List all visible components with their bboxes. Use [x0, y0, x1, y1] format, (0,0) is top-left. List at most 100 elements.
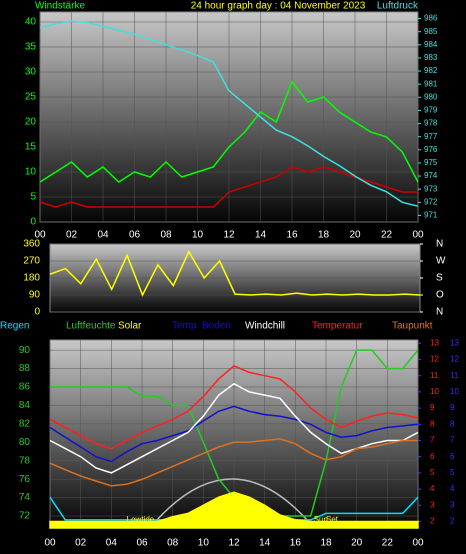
series-line [49, 405, 419, 463]
y-tick-label: 80 [19, 437, 31, 448]
x-tick-label: 04 [106, 538, 118, 549]
y2-tick-label: 7 [430, 436, 435, 445]
y2-tick-label: N [436, 239, 443, 250]
x-tick-label: 00 [34, 230, 46, 241]
y-tick-label: 10 [25, 167, 37, 178]
y-tick-label: 40 [25, 17, 37, 28]
y-tick-label: 84 [19, 400, 31, 411]
x-tick-label: 00 [44, 538, 56, 549]
x-tick-label: 22 [382, 538, 394, 549]
y2-tick-label: 971 [424, 211, 438, 220]
y-tick-label: 88 [19, 363, 31, 374]
legend-entry: Windstärke [35, 1, 85, 12]
y3-tick-label: 6 [450, 452, 455, 461]
x-tick-label: 00 [412, 230, 424, 241]
y2-tick-label: 981 [424, 79, 438, 88]
x-tick-label: 06 [129, 230, 141, 241]
y2-tick-label: 4 [430, 484, 435, 493]
y2-tick-label: 977 [424, 132, 438, 141]
legend-entry: Luftdruck [377, 1, 419, 12]
y-tick-label: 78 [19, 455, 31, 466]
y2-tick-label: 6 [430, 452, 435, 461]
y2-tick-label: 986 [424, 14, 438, 23]
y2-tick-label: 9 [430, 403, 435, 412]
y-tick-label: 76 [19, 474, 31, 485]
annotation: Sun [314, 515, 328, 524]
legend-entry: Taupunkt [392, 321, 433, 332]
y-tick-label: 86 [19, 382, 31, 393]
x-tick-label: 02 [75, 538, 87, 549]
chart-title: 24 hour graph day : 04 November 2023 [191, 1, 366, 12]
y-tick-label: 0 [34, 307, 40, 318]
legend-entry: Regen [0, 321, 29, 332]
y-tick-label: 35 [25, 42, 37, 53]
x-tick-label: 16 [286, 230, 298, 241]
y2-tick-label: 975 [424, 158, 438, 167]
y2-tick-label: 5 [430, 468, 435, 477]
y2-tick-label: 973 [424, 184, 438, 193]
y2-tick-label: N [436, 307, 443, 318]
y2-tick-label: 11 [430, 371, 439, 380]
legend-entry: Solar [118, 321, 142, 332]
y-tick-label: 15 [25, 142, 37, 153]
y-tick-label: 360 [23, 239, 40, 250]
legend-entry: Temperatur [312, 321, 363, 332]
y2-tick-label: 984 [424, 40, 438, 49]
y-tick-label: 5 [30, 192, 36, 203]
y3-tick-label: 5 [450, 468, 455, 477]
y2-tick-label: 979 [424, 106, 438, 115]
y3-tick-label: 3 [450, 500, 455, 509]
x-tick-label: 00 [412, 538, 424, 549]
series-line [49, 438, 418, 487]
y3-tick-label: 10 [450, 387, 459, 396]
x-tick-label: 20 [351, 538, 363, 549]
x-tick-label: 12 [228, 538, 240, 549]
x-tick-label: 14 [259, 538, 271, 549]
y-tick-label: 30 [25, 67, 37, 78]
y2-tick-label: 13 [430, 338, 439, 347]
x-tick-label: 06 [136, 538, 148, 549]
y3-tick-label: 2 [450, 517, 455, 526]
series-area [49, 491, 419, 529]
legend-entry: Windchill [245, 321, 285, 332]
x-tick-label: 22 [381, 230, 393, 241]
y2-tick-label: 982 [424, 66, 438, 75]
x-tick-label: 18 [318, 230, 330, 241]
y-tick-label: 82 [19, 419, 31, 430]
series-line [39, 80, 419, 183]
y2-tick-label: 974 [424, 171, 438, 180]
y-tick-label: 270 [23, 256, 40, 267]
y2-tick-label: 3 [430, 500, 435, 509]
series-line [39, 166, 418, 208]
x-tick-label: 10 [192, 230, 204, 241]
y2-tick-label: 978 [424, 119, 438, 128]
y-tick-label: 20 [25, 117, 37, 128]
y2-tick-label: 983 [424, 53, 438, 62]
y2-tick-label: 8 [430, 419, 435, 428]
y2-tick-label: W [436, 256, 446, 267]
series-line [39, 20, 419, 207]
y-tick-label: 72 [19, 511, 31, 522]
x-tick-label: 16 [290, 538, 302, 549]
x-tick-label: 12 [223, 230, 235, 241]
y2-tick-label: S [436, 273, 443, 284]
y3-tick-label: 11 [450, 371, 459, 380]
y-tick-label: 90 [29, 290, 41, 301]
y3-tick-label: 12 [450, 355, 459, 364]
series-line [49, 365, 419, 450]
y2-tick-label: 980 [424, 92, 438, 101]
legend-entry: Temp. Boden [172, 321, 231, 332]
series-line [49, 249, 421, 297]
y3-tick-label: 4 [450, 484, 455, 493]
y-tick-label: 0 [30, 217, 36, 228]
y2-tick-label: 985 [424, 27, 438, 36]
annotation: Lowtide [127, 515, 155, 524]
y3-tick-label: 8 [450, 419, 455, 428]
y2-tick-label: 976 [424, 145, 438, 154]
y2-tick-label: 10 [430, 387, 439, 396]
x-tick-label: 14 [255, 230, 267, 241]
x-tick-label: 08 [160, 230, 172, 241]
y2-tick-label: O [436, 290, 444, 301]
